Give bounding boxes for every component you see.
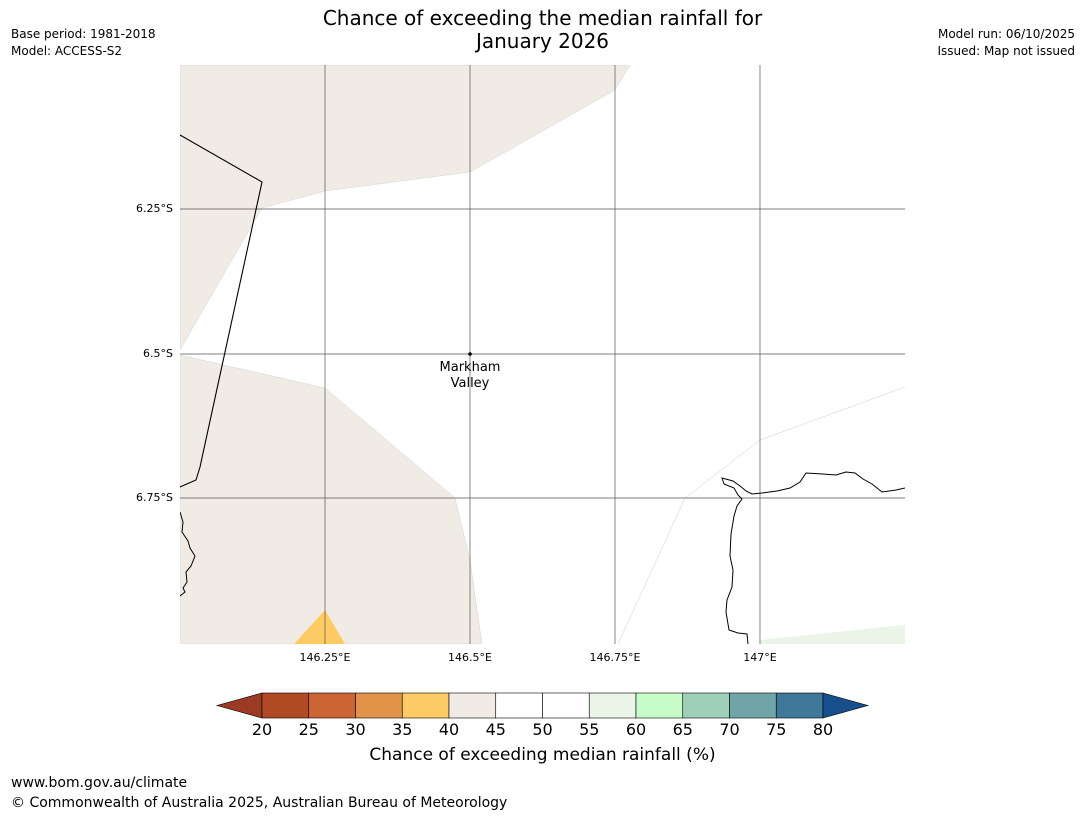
- title-line-1: Chance of exceeding the median rainfall …: [322, 6, 763, 30]
- base-period: Base period: 1981-2018: [11, 27, 156, 41]
- colorbar-tick-45: 45: [485, 720, 506, 739]
- colorbar-tick-40: 40: [438, 720, 460, 739]
- lat-label-6-5: 6.5°S: [143, 347, 173, 360]
- colorbar-label: Chance of exceeding median rainfall (%): [369, 745, 716, 765]
- meta-right: Model run: 06/10/2025 Issued: Map not is…: [937, 26, 1075, 60]
- lat-label-6-25: 6.25°S: [136, 202, 173, 215]
- colorbar-tick-80: 80: [812, 720, 834, 739]
- colorbar-tick-60: 60: [625, 720, 647, 739]
- colorbar-tick-55: 55: [579, 720, 600, 739]
- footer-copyright: © Commonwealth of Australia 2025, Austra…: [11, 795, 508, 811]
- boundary-line-west: [180, 134, 263, 488]
- lon-label-146-25: 146.25°E: [299, 651, 351, 664]
- colorbar-tick-25: 25: [298, 720, 319, 739]
- title-line-2: January 2026: [475, 29, 610, 53]
- footer-url: www.bom.gov.au/climate: [11, 775, 188, 791]
- colorbar-tick-35: 35: [392, 720, 413, 739]
- region-40-45-north: [180, 65, 631, 351]
- region-35-40-south: [294, 610, 345, 644]
- place-name-line-2: Valley: [450, 376, 490, 391]
- coastline-east: [721, 471, 905, 644]
- coastline-southwest: [180, 511, 196, 597]
- colorbar-tick-30: 30: [345, 720, 366, 739]
- colorbar-tick-50: 50: [532, 720, 553, 739]
- issued-status: Issued: Map not issued: [937, 44, 1075, 58]
- region-55-60-southeast: [760, 625, 905, 644]
- place-name-line-1: Markham: [439, 360, 501, 375]
- meta-left: Base period: 1981-2018 Model: ACCESS-S2: [11, 26, 156, 60]
- map-title: Chance of exceeding the median rainfall …: [0, 7, 1085, 53]
- place-label-markham-valley: Markham Valley: [410, 360, 530, 392]
- contour-line-east: [617, 386, 905, 644]
- colorbar-tick-70: 70: [719, 720, 740, 739]
- model-run: Model run: 06/10/2025: [937, 27, 1075, 41]
- lon-label-147: 147°E: [743, 651, 777, 664]
- map-area: [180, 65, 905, 644]
- markham-valley-marker: [468, 352, 472, 356]
- lon-label-146-5: 146.5°E: [448, 651, 492, 664]
- lon-label-146-75: 146.75°E: [589, 651, 641, 664]
- colorbar-tick-20: 20: [251, 720, 273, 739]
- model-name: Model: ACCESS-S2: [11, 44, 123, 58]
- colorbar-tick-65: 65: [672, 720, 693, 739]
- colorbar-tick-75: 75: [766, 720, 787, 739]
- lat-label-6-75: 6.75°S: [136, 491, 173, 504]
